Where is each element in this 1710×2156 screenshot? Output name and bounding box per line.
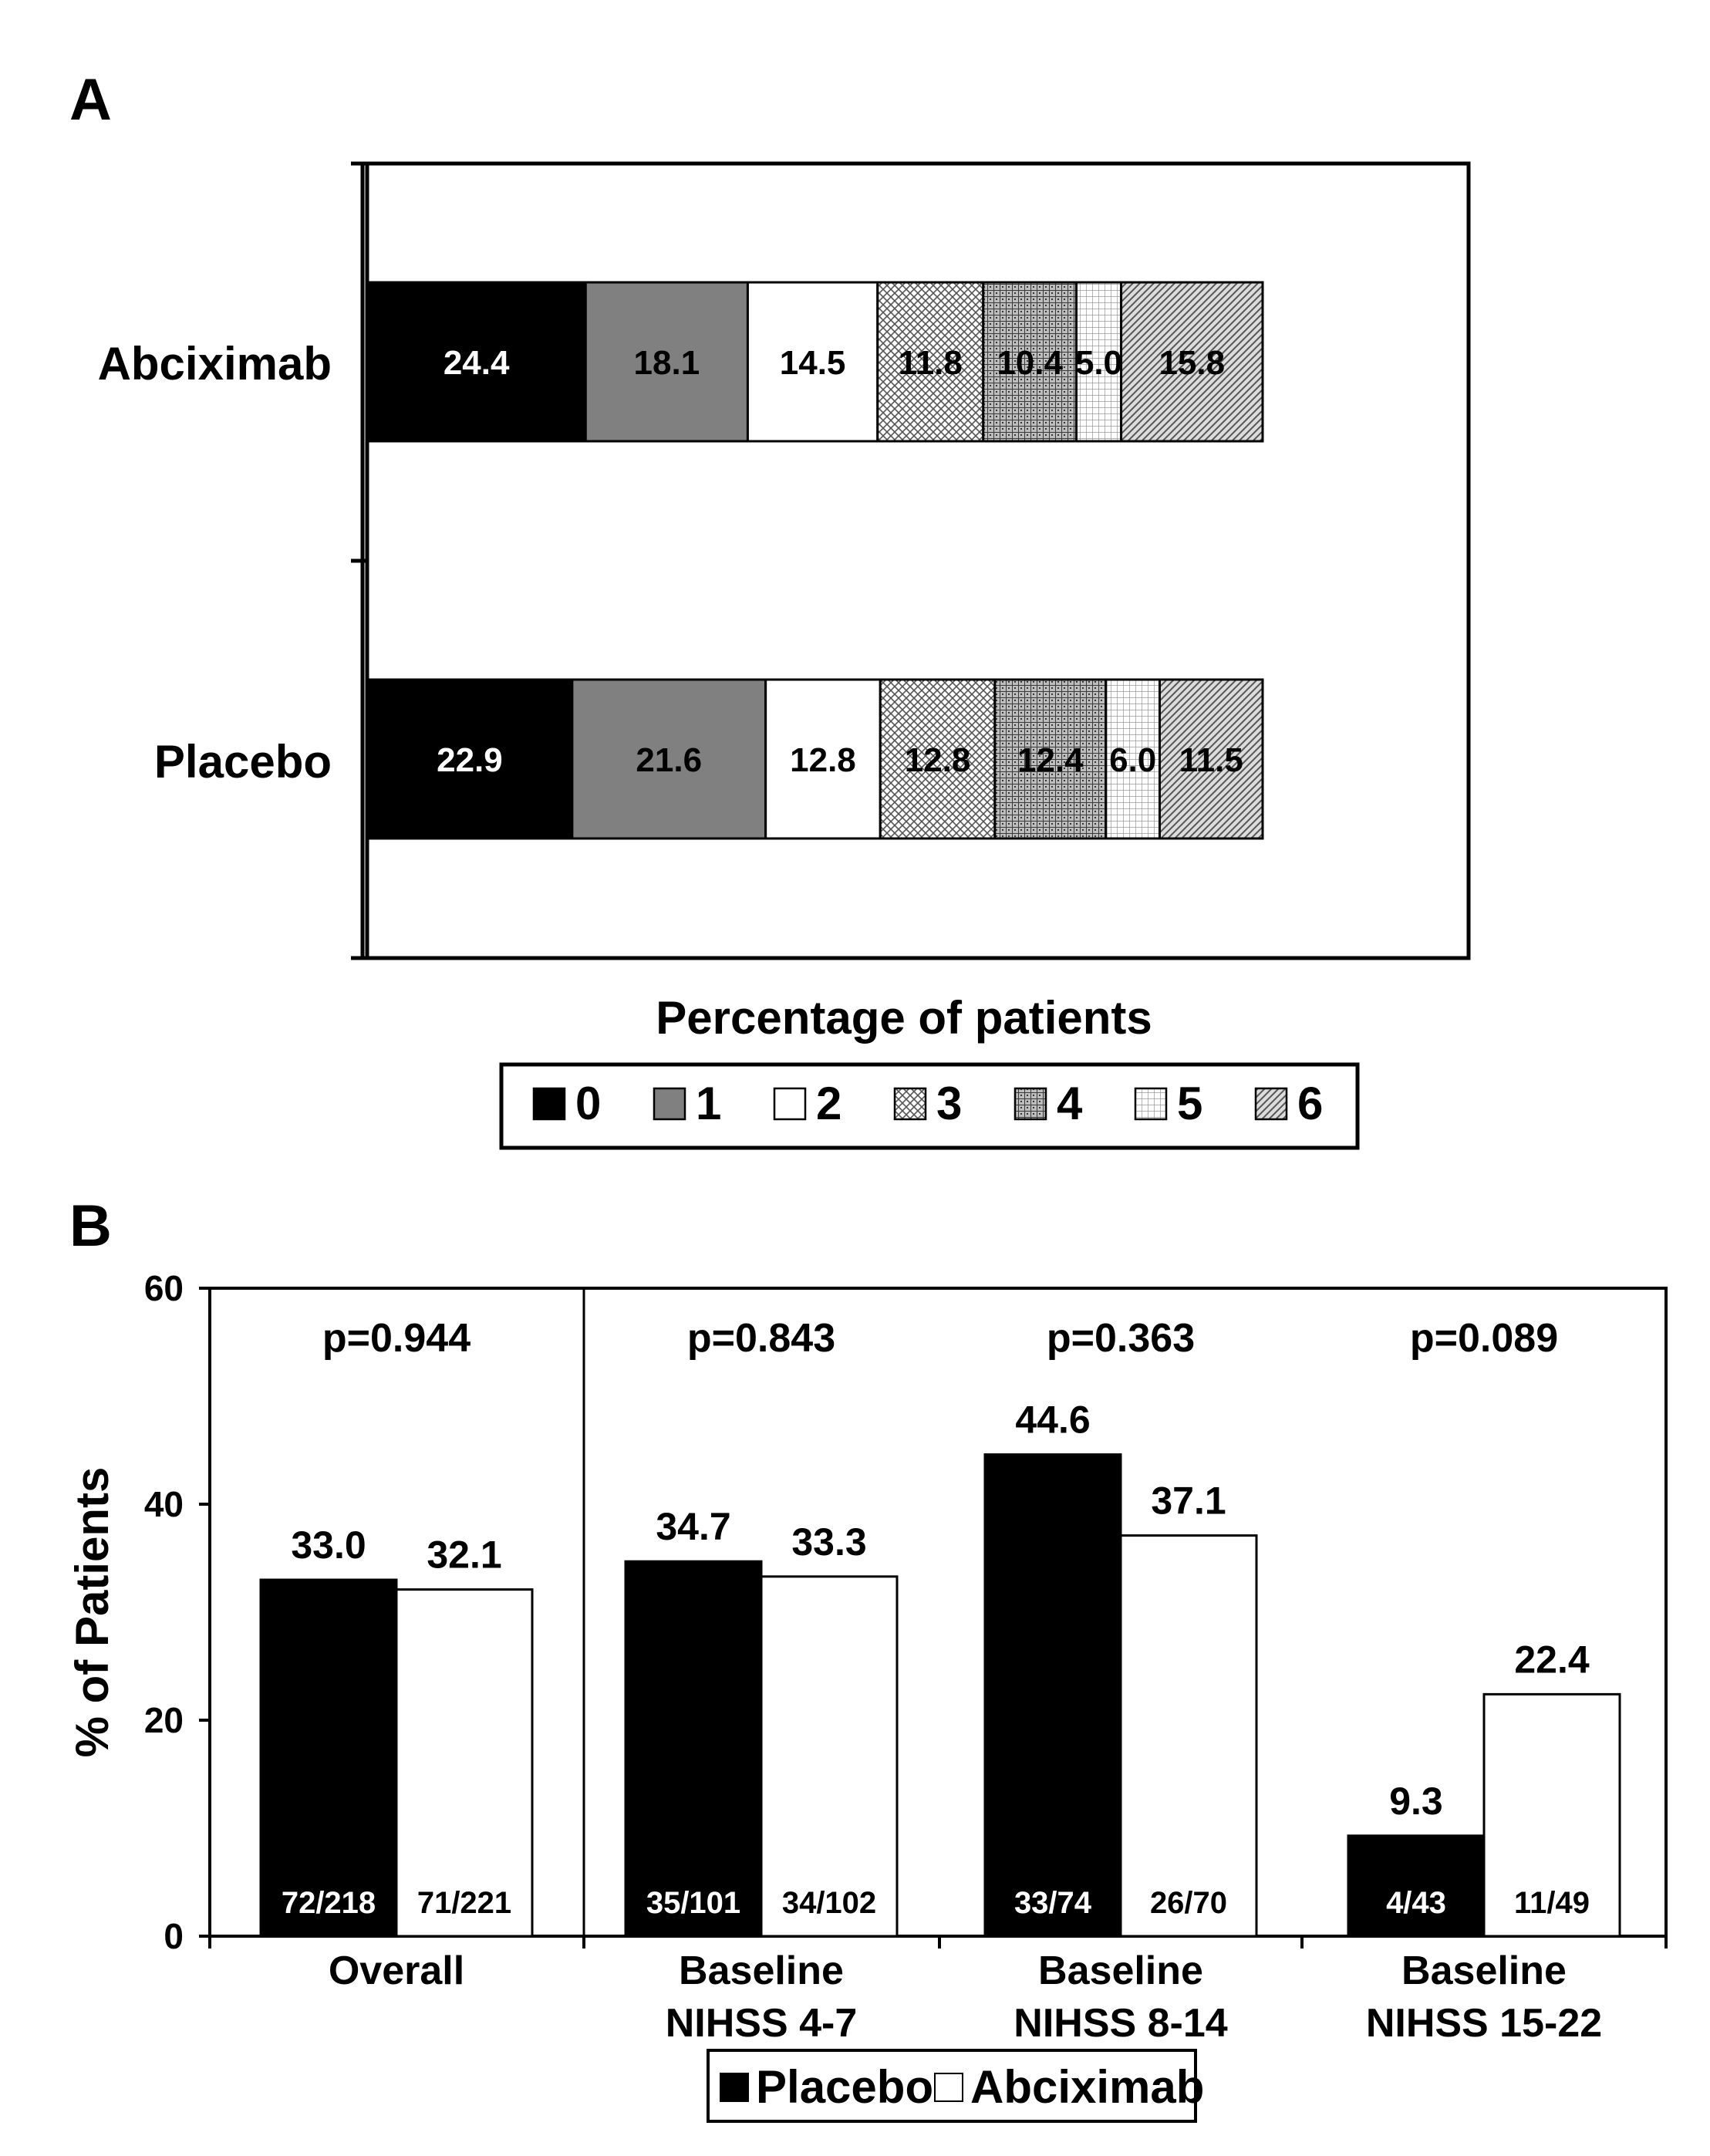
legend-label-score-5: 5 [1177,1078,1202,1129]
bar-abciximab-baseline-nihss-15-22 [1482,1692,1621,1938]
value-label-placebo-overall: 33.0 [291,1523,366,1567]
y-tick-label-0: 0 [164,1916,184,1956]
x-category-label-overall: Overall [329,1948,464,1993]
legend-swatch-placebo [720,2073,749,2102]
panel-a-x-axis-title: Percentage of patients [656,992,1152,1044]
segment-label-abciximab-score-0: 24.4 [444,344,510,382]
legend-swatch-score-3 [893,1087,927,1121]
value-label-abciximab-baseline-nihss-15-22: 22.4 [1514,1638,1590,1681]
y-tick-label-60: 60 [144,1268,184,1308]
segment-label-placebo-score-4: 12.4 [1017,741,1084,779]
legend-swatch-score-0 [532,1087,566,1121]
x-category-sublabel-baseline-nihss-15-22: NIHSS 15-22 [1366,2001,1602,2046]
bar-abciximab-baseline-nihss-8-14 [1119,1534,1258,1938]
p-value-baseline-nihss-15-22: p=0.089 [1410,1316,1558,1361]
bar-placebo-score-0 [366,678,574,840]
p-value-baseline-nihss-8-14: p=0.363 [1047,1316,1195,1361]
x-category-sublabel-baseline-nihss-8-14: NIHSS 8-14 [1014,2001,1228,2046]
value-label-abciximab-baseline-nihss-4-7: 33.3 [791,1520,866,1564]
legend-label-score-6: 6 [1297,1078,1323,1129]
segment-label-placebo-score-6: 11.5 [1179,741,1243,779]
segment-label-abciximab-score-2: 14.5 [780,344,846,382]
fraction-label-placebo-baseline-nihss-15-22: 4/43 [1386,1886,1446,1920]
bar-abciximab-score-0 [366,281,587,443]
fraction-label-placebo-baseline-nihss-8-14: 33/74 [1014,1886,1092,1920]
bar-abciximab-score-6 [1120,281,1264,443]
segment-label-abciximab-score-6: 15.8 [1159,344,1225,382]
panel-b-y-axis: 0 20 40 60 [144,1268,210,1956]
bar-placebo-score-5 [1105,678,1161,840]
value-label-abciximab-overall: 32.1 [427,1533,501,1577]
x-category-label-baseline-nihss-15-22: Baseline [1401,1948,1567,1993]
fraction-label-abciximab-overall: 71/221 [417,1886,511,1920]
panel-a: A Abciximab Placebo 24.4 18.1 14.5 11.8 10.4… [69,67,1471,1150]
bar-placebo-overall [259,1578,398,1938]
fraction-label-abciximab-baseline-nihss-4-7: 34/102 [782,1886,876,1920]
panel-a-legend: 0 1 2 3 4 5 6 [499,1062,1360,1150]
segment-label-placebo-score-2: 12.8 [790,741,856,779]
fraction-label-placebo-overall: 72/218 [282,1886,376,1920]
bar-abciximab-baseline-nihss-4-7 [760,1575,899,1938]
bar-placebo-baseline-nihss-4-7 [624,1560,763,1938]
legend-label-score-0: 0 [575,1078,601,1129]
category-label-placebo: Placebo [154,736,332,788]
segment-label-abciximab-score-4: 10.4 [997,344,1063,382]
bar-placebo-score-2 [764,678,882,840]
legend-swatch-score-2 [773,1087,807,1121]
y-tick-label-40: 40 [144,1484,184,1524]
fraction-label-placebo-baseline-nihss-4-7: 35/101 [646,1886,740,1920]
segment-label-abciximab-score-5: 5.0 [1075,344,1122,382]
x-category-label-baseline-nihss-8-14: Baseline [1038,1948,1203,1993]
panel-a-legend-box [499,1062,1360,1150]
legend-label-abciximab: Abciximab [970,2061,1204,2113]
fraction-label-abciximab-baseline-nihss-15-22: 11/49 [1514,1886,1590,1920]
panel-a-bars: 24.4 18.1 14.5 11.8 10.4 5.0 15.8 22.9 21.6 12.8 1… [366,281,1264,840]
legend-label-score-4: 4 [1057,1078,1083,1129]
bar-abciximab-score-4 [982,281,1078,443]
legend-label-score-3: 3 [936,1078,962,1129]
p-value-baseline-nihss-4-7: p=0.843 [687,1316,835,1361]
segment-label-abciximab-score-3: 11.8 [899,344,963,382]
bar-placebo-score-1 [571,678,767,840]
legend-label-score-2: 2 [816,1078,842,1129]
value-label-abciximab-baseline-nihss-8-14: 37.1 [1151,1480,1226,1523]
legend-swatch-score-5 [1134,1087,1168,1121]
bar-placebo-baseline-nihss-8-14 [983,1453,1122,1938]
fraction-label-abciximab-baseline-nihss-8-14: 26/70 [1150,1886,1227,1920]
bar-abciximab-score-1 [584,281,749,443]
segment-label-placebo-score-5: 6.0 [1109,741,1156,779]
bar-abciximab-overall [395,1588,534,1938]
panel-b-legend: Placebo Abciximab [707,2049,1204,2123]
panel-b-bars: 33.0 72/218 32.1 71/221 p=0.944 34.7 35/101 33.… [259,1316,1621,1938]
x-category-label-baseline-nihss-4-7: Baseline [679,1948,844,1993]
x-category-sublabel-baseline-nihss-4-7: NIHSS 4-7 [666,2001,858,2046]
value-label-placebo-baseline-nihss-15-22: 9.3 [1389,1780,1443,1823]
segment-label-placebo-score-3: 12.8 [905,741,971,779]
y-tick-label-20: 20 [144,1700,184,1740]
category-label-abciximab: Abciximab [98,338,332,390]
legend-label-score-1: 1 [696,1078,721,1129]
bar-placebo-score-4 [993,678,1108,840]
legend-label-placebo: Placebo [756,2061,933,2113]
bar-placebo-score-6 [1158,678,1264,840]
panel-b-x-axis: Overall Baseline NIHSS 4-7 Baseline NIHSS 8-… [208,1936,1668,2046]
panel-letter-b: B [69,1193,112,1259]
legend-swatch-abciximab [934,2073,963,2102]
value-label-placebo-baseline-nihss-4-7: 34.7 [656,1505,730,1548]
legend-swatch-score-4 [1014,1087,1047,1121]
panel-b: B % of Patients 0 20 40 60 Overall Baseline N… [66,1193,1668,2123]
segment-label-placebo-score-0: 22.9 [437,741,503,779]
bar-placebo-baseline-nihss-15-22 [1347,1834,1486,1938]
segment-label-placebo-score-1: 21.6 [636,741,702,779]
legend-swatch-score-6 [1254,1087,1288,1121]
panel-b-y-axis-title: % of Patients [66,1467,118,1758]
segment-label-abciximab-score-1: 18.1 [634,344,700,382]
p-value-overall: p=0.944 [322,1316,471,1361]
value-label-placebo-baseline-nihss-8-14: 44.6 [1015,1399,1090,1442]
panel-letter-a: A [69,67,112,133]
legend-swatch-score-1 [653,1087,686,1121]
